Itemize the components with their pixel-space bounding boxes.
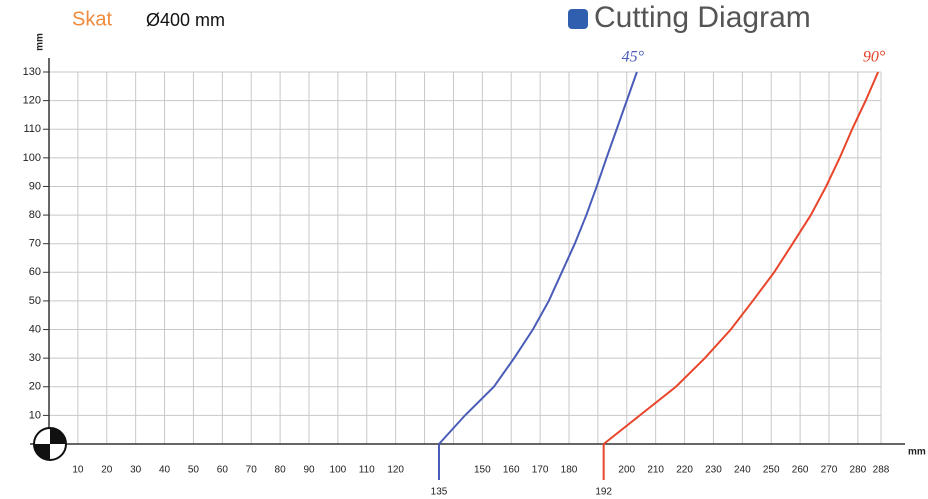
origin-icon [33,427,67,461]
x-tick-label: 60 [217,465,229,476]
x-tick-label: 110 [359,465,375,476]
y-tick-label: 120 [23,95,41,107]
x-tick-label: 150 [474,465,491,476]
x-tick-label: 288 [873,465,890,476]
series-label: 45° [622,49,645,66]
x-tick-label: 160 [503,465,520,476]
brand: Skat [72,8,112,30]
x-tick-label: 210 [647,465,664,476]
y-tick-label: 100 [23,152,41,164]
x-tick-label: 200 [618,465,635,476]
series-line [438,71,638,445]
x-tick-label: 240 [734,465,751,476]
x-tick-label: 30 [130,465,142,476]
x-tick-label: 250 [763,465,780,476]
series-line [603,71,880,445]
y-tick-label: 30 [29,352,41,364]
start-label: 135 [431,487,448,498]
y-tick-label: 20 [29,381,41,393]
x-tick-label: 260 [792,465,809,476]
start-label: 192 [595,487,612,498]
x-tick-label: 50 [188,465,200,476]
y-tick-label: 90 [29,180,41,192]
title-icon [568,9,588,29]
y-axis-label: mm [35,33,46,51]
x-axis-label: mm [908,447,926,458]
x-tick-label: 180 [561,465,578,476]
x-tick-label: 20 [101,465,113,476]
x-tick-label: 280 [850,465,867,476]
x-tick-label: 270 [821,465,838,476]
y-tick-label: 60 [29,266,41,278]
y-tick-label: 110 [23,123,41,135]
x-tick-label: 70 [246,465,258,476]
subtitle: Ø400 mm [146,10,225,30]
y-tick-label: 40 [29,323,41,335]
y-tick-label: 70 [29,238,41,250]
chart-title: Cutting Diagram [594,1,811,34]
series-label: 90° [863,49,886,66]
x-tick-label: 230 [705,465,722,476]
x-tick-label: 100 [330,465,347,476]
x-tick-label: 10 [72,465,84,476]
x-tick-label: 220 [676,465,693,476]
x-tick-label: 40 [159,465,171,476]
y-tick-label: 80 [29,209,41,221]
x-tick-label: 170 [532,465,549,476]
y-tick-label: 50 [29,295,41,307]
x-tick-label: 80 [275,465,287,476]
x-tick-label: 90 [303,465,315,476]
y-tick-label: 130 [23,66,41,78]
y-tick-label: 10 [29,409,41,421]
x-tick-label: 120 [387,465,404,476]
